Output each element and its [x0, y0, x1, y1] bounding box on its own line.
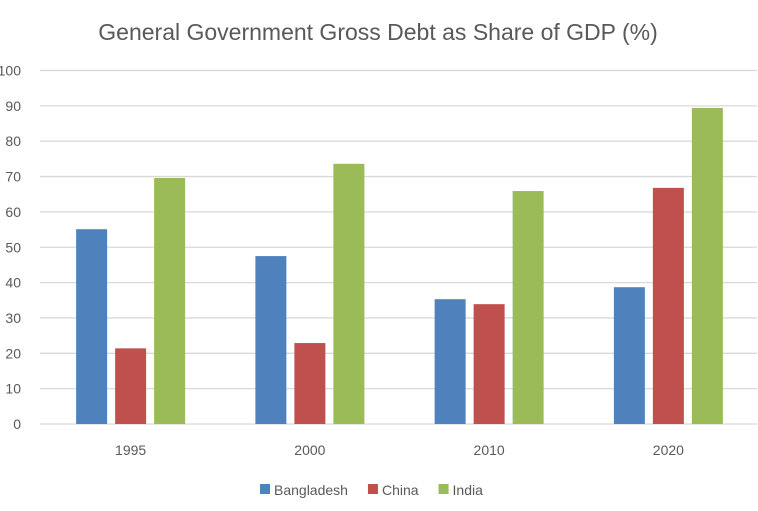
legend-swatch-china [367, 484, 378, 494]
gridlines [40, 69, 757, 425]
bar-china-2020 [652, 187, 684, 424]
y-tick-label: 80 [5, 133, 21, 149]
y-tick-label: 20 [5, 345, 21, 361]
bar-india-2020 [691, 107, 723, 424]
bar-india-2010 [512, 191, 544, 424]
bar-bangladesh-2010 [434, 299, 466, 424]
y-tick-label: 30 [5, 310, 21, 326]
chart-title: General Government Gross Debt as Share o… [98, 19, 657, 45]
y-tick-label: 90 [5, 98, 21, 114]
legend-label-china: China [382, 482, 419, 498]
y-tick-label: 100 [0, 63, 21, 79]
bar-bangladesh-2020 [613, 287, 645, 424]
y-tick-label: 0 [13, 416, 21, 432]
legend: Bangladesh China India [260, 482, 483, 498]
bar-bangladesh-2000 [255, 256, 287, 424]
legend-swatch-bangladesh [260, 484, 270, 494]
bars [76, 107, 723, 424]
bar-china-2010 [473, 304, 505, 424]
x-tick-label: 2000 [294, 442, 325, 458]
bar-china-2000 [294, 343, 326, 424]
bar-china-1995 [115, 348, 147, 424]
y-tick-label: 60 [5, 204, 21, 220]
legend-swatch-india [438, 484, 449, 494]
legend-label-bangladesh: Bangladesh [274, 482, 348, 498]
bar-bangladesh-1995 [76, 229, 108, 424]
y-tick-label: 70 [5, 169, 21, 185]
bar-india-1995 [154, 177, 186, 424]
y-axis-ticks: 0 10 20 30 40 50 60 70 80 90 100 [0, 63, 21, 433]
x-tick-label: 1995 [115, 442, 146, 458]
y-tick-label: 10 [5, 381, 21, 397]
bar-india-2000 [333, 163, 365, 424]
legend-label-india: India [453, 482, 484, 498]
y-tick-label: 50 [5, 239, 21, 255]
x-tick-label: 2010 [474, 442, 505, 458]
x-axis-ticks: 1995 2000 2010 2020 [115, 442, 684, 458]
y-tick-label: 40 [5, 275, 21, 291]
x-tick-label: 2020 [653, 442, 684, 458]
